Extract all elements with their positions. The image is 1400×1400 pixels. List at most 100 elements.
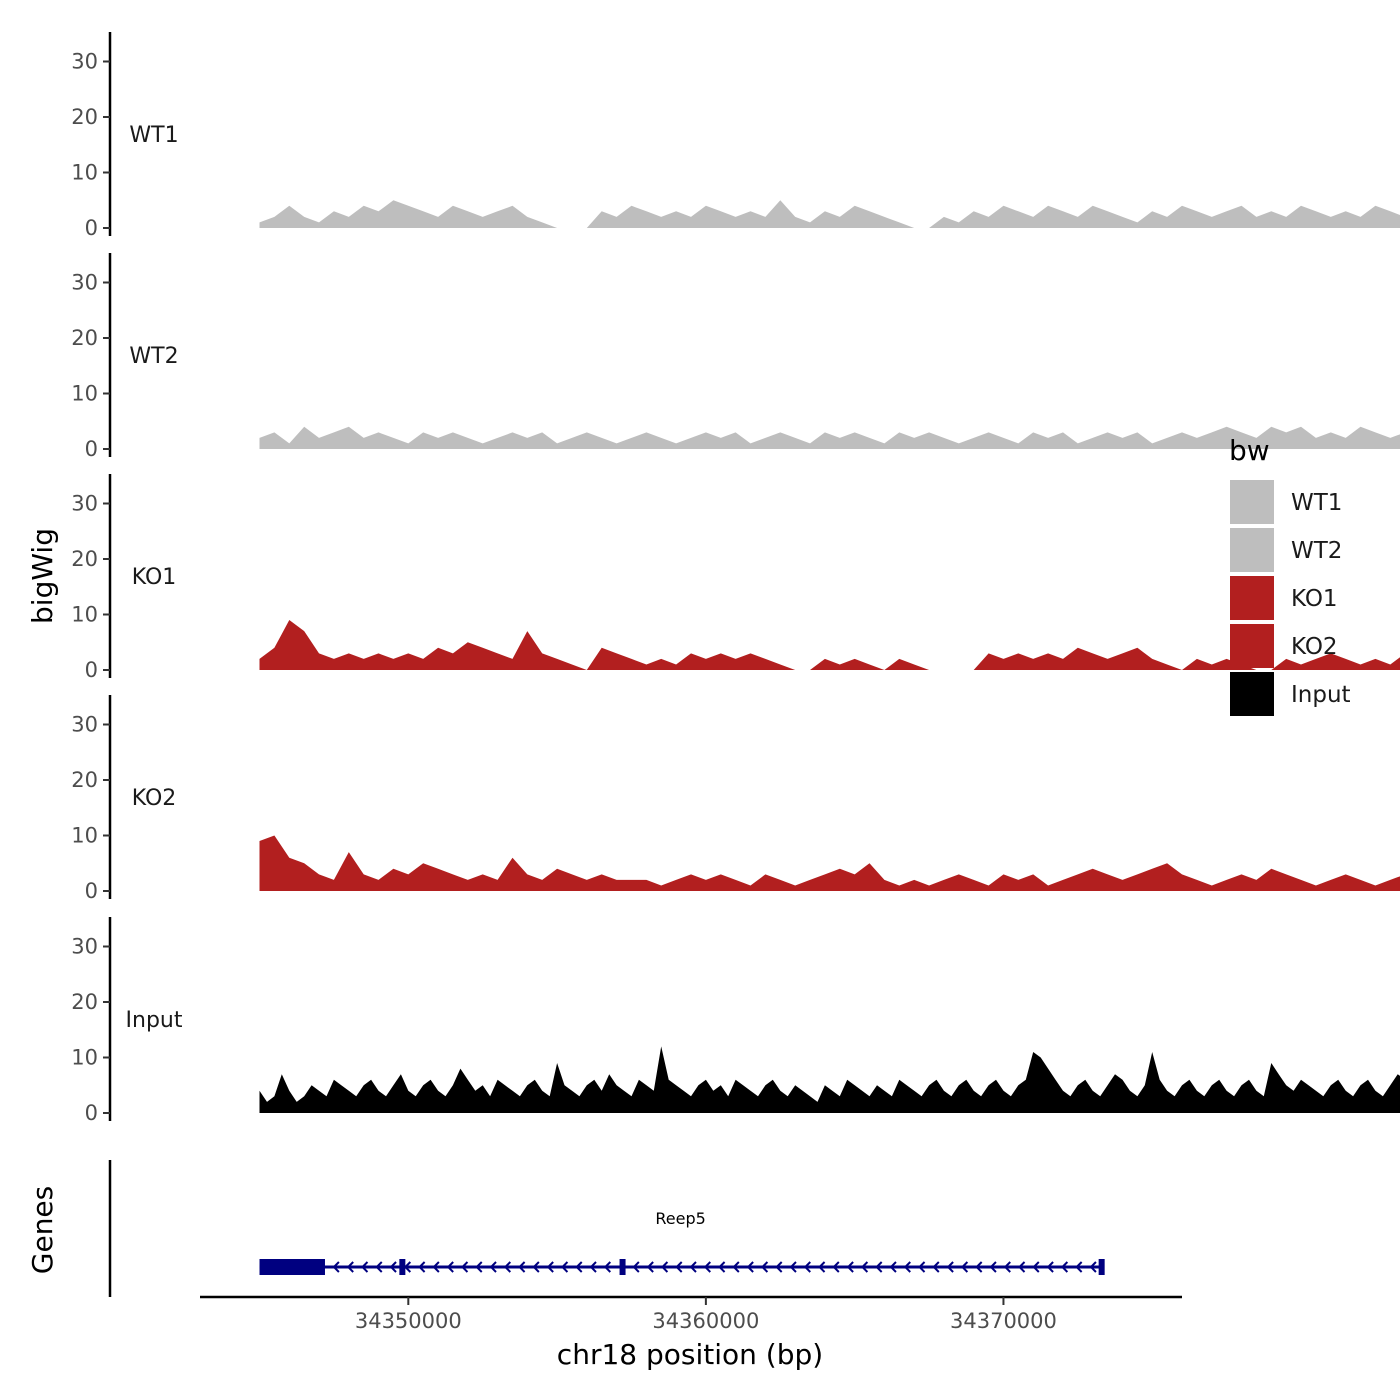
legend-label: Input bbox=[1291, 682, 1351, 708]
genes-axis-title: Genes bbox=[26, 1186, 59, 1274]
x-axis-title: chr18 position (bp) bbox=[557, 1338, 823, 1371]
legend: bw WT1 WT2 KO1 KO2 Input bbox=[1229, 434, 1351, 716]
strand-arrow bbox=[446, 1261, 454, 1273]
strand-arrow bbox=[846, 1261, 854, 1273]
strand-arrow bbox=[675, 1261, 683, 1273]
strand-arrow bbox=[546, 1261, 554, 1273]
y-tick-label: 30 bbox=[71, 271, 98, 295]
track-wt2: 0 10 20 30 WT2 bbox=[71, 253, 1400, 461]
legend-swatch bbox=[1230, 528, 1274, 572]
y-axis-title: bigWig bbox=[26, 528, 59, 624]
strand-arrow bbox=[375, 1261, 383, 1273]
gene-name-label: Reep5 bbox=[655, 1209, 705, 1228]
legend-swatch bbox=[1230, 576, 1274, 620]
strand-arrow bbox=[503, 1261, 512, 1273]
strand-arrow bbox=[875, 1261, 883, 1273]
track-label: Input bbox=[126, 1008, 183, 1033]
strand-arrow bbox=[761, 1261, 769, 1273]
strand-arrow bbox=[946, 1261, 954, 1273]
strand-arrow bbox=[975, 1261, 983, 1273]
strand-arrow bbox=[461, 1261, 469, 1273]
strand-arrow bbox=[1060, 1261, 1069, 1273]
coverage-area bbox=[259, 835, 1400, 891]
strand-arrow bbox=[803, 1261, 811, 1273]
strand-arrow bbox=[661, 1261, 669, 1273]
strand-arrow bbox=[889, 1261, 897, 1273]
strand-arrow bbox=[346, 1261, 354, 1273]
y-tick-label: 10 bbox=[71, 1046, 98, 1070]
legend-label: WT2 bbox=[1291, 538, 1342, 564]
gene-utr-block bbox=[259, 1259, 325, 1275]
legend-swatch bbox=[1230, 672, 1274, 716]
strand-arrow bbox=[775, 1261, 783, 1273]
strand-arrow bbox=[1075, 1261, 1083, 1273]
coverage-area bbox=[259, 1046, 1400, 1113]
y-tick-label: 0 bbox=[85, 216, 98, 240]
strand-arrow bbox=[1089, 1261, 1097, 1273]
y-tick-label: 0 bbox=[85, 1101, 98, 1125]
coverage-area bbox=[259, 426, 1400, 449]
track-ko1: 0 10 20 30 KO1 bbox=[71, 474, 1400, 682]
strand-arrow bbox=[818, 1261, 826, 1273]
y-tick-label: 0 bbox=[85, 658, 98, 682]
strand-arrow bbox=[960, 1261, 969, 1273]
strand-arrow bbox=[689, 1261, 697, 1273]
strand-arrow bbox=[718, 1261, 726, 1273]
strand-arrow bbox=[475, 1261, 483, 1273]
strand-arrow bbox=[732, 1261, 740, 1273]
y-tick-label: 30 bbox=[71, 492, 98, 516]
strand-arrow bbox=[389, 1261, 397, 1273]
strand-arrow bbox=[432, 1261, 440, 1273]
y-tick-label: 30 bbox=[71, 935, 98, 959]
strand-arrow bbox=[632, 1261, 640, 1273]
strand-arrow bbox=[489, 1261, 497, 1273]
strand-arrow bbox=[789, 1261, 797, 1273]
y-tick-label: 20 bbox=[71, 547, 98, 571]
x-tick-label: 34370000 bbox=[950, 1309, 1057, 1333]
strand-arrow bbox=[1046, 1261, 1054, 1273]
strand-arrow bbox=[932, 1261, 940, 1273]
coverage-tracks: 0 10 20 30 WT1 0 10 20 30 WT2 0 10 20 30 KO1 0 10 20 30 KO2… bbox=[71, 32, 1400, 1125]
y-tick-label: 20 bbox=[71, 326, 98, 350]
coverage-area bbox=[259, 200, 1400, 228]
strand-arrow bbox=[332, 1261, 340, 1273]
strand-arrow bbox=[989, 1261, 997, 1273]
legend-swatch bbox=[1230, 480, 1274, 524]
gene-exon bbox=[399, 1259, 406, 1275]
strand-arrow bbox=[832, 1261, 840, 1273]
strand-arrow bbox=[860, 1261, 869, 1273]
strand-arrow bbox=[589, 1261, 597, 1273]
x-tick-label: 34350000 bbox=[355, 1309, 462, 1333]
y-tick-label: 20 bbox=[71, 768, 98, 792]
strand-arrow bbox=[1018, 1261, 1026, 1273]
strand-arrow bbox=[918, 1261, 926, 1273]
strand-arrow bbox=[418, 1261, 426, 1273]
track-input: 0 10 20 30 Input bbox=[71, 917, 1400, 1125]
y-tick-label: 20 bbox=[71, 990, 98, 1014]
y-tick-label: 30 bbox=[71, 713, 98, 737]
strand-arrow bbox=[575, 1261, 583, 1273]
gene-exon bbox=[619, 1259, 626, 1275]
strand-arrow bbox=[518, 1261, 526, 1273]
x-axis: 34350000 34360000 34370000 bbox=[200, 1295, 1182, 1333]
strand-arrow bbox=[1003, 1261, 1011, 1273]
y-tick-label: 10 bbox=[71, 824, 98, 848]
legend-label: KO2 bbox=[1291, 634, 1338, 660]
gene-exon bbox=[1098, 1259, 1105, 1275]
track-label: KO2 bbox=[132, 786, 177, 811]
strand-arrow bbox=[703, 1261, 711, 1273]
y-tick-label: 10 bbox=[71, 382, 98, 406]
y-tick-label: 20 bbox=[71, 105, 98, 129]
strand-arrow bbox=[746, 1261, 754, 1273]
gene-panel: Reep5 bbox=[108, 1160, 1105, 1297]
y-tick-label: 0 bbox=[85, 879, 98, 903]
legend-swatch bbox=[1230, 624, 1274, 668]
coverage-area bbox=[259, 620, 1400, 670]
y-tick-label: 10 bbox=[71, 161, 98, 185]
y-tick-label: 0 bbox=[85, 437, 98, 461]
strand-arrow bbox=[646, 1261, 654, 1273]
track-wt1: 0 10 20 30 WT1 bbox=[71, 32, 1400, 240]
strand-arrow bbox=[603, 1261, 612, 1273]
track-label: WT1 bbox=[129, 123, 178, 148]
